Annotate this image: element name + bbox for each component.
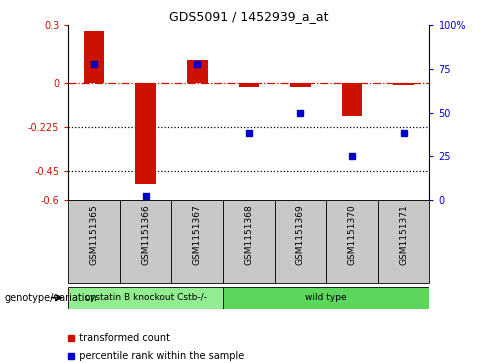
Text: genotype/variation: genotype/variation bbox=[5, 293, 98, 303]
Bar bbox=[120, 200, 171, 283]
Text: GSM1151370: GSM1151370 bbox=[347, 204, 357, 265]
Text: wild type: wild type bbox=[305, 293, 347, 302]
Bar bbox=[171, 200, 223, 283]
Bar bbox=[68, 200, 120, 283]
Bar bbox=[84, 31, 104, 83]
Bar bbox=[290, 83, 311, 87]
Text: transformed count: transformed count bbox=[73, 333, 170, 343]
Bar bbox=[223, 287, 429, 309]
Text: GSM1151368: GSM1151368 bbox=[244, 204, 253, 265]
Bar bbox=[135, 83, 156, 184]
Text: cystatin B knockout Cstb-/-: cystatin B knockout Cstb-/- bbox=[85, 293, 206, 302]
Bar bbox=[275, 200, 326, 283]
Text: GSM1151369: GSM1151369 bbox=[296, 204, 305, 265]
Bar bbox=[378, 200, 429, 283]
Bar bbox=[393, 83, 414, 85]
Text: percentile rank within the sample: percentile rank within the sample bbox=[73, 351, 244, 361]
Bar bbox=[326, 200, 378, 283]
Bar bbox=[223, 200, 275, 283]
Bar bbox=[187, 60, 207, 83]
Bar bbox=[68, 287, 223, 309]
Bar bbox=[239, 83, 259, 87]
Text: GSM1151365: GSM1151365 bbox=[90, 204, 99, 265]
Text: GSM1151371: GSM1151371 bbox=[399, 204, 408, 265]
Bar bbox=[342, 83, 363, 117]
Text: GSM1151367: GSM1151367 bbox=[193, 204, 202, 265]
Text: GSM1151366: GSM1151366 bbox=[141, 204, 150, 265]
Title: GDS5091 / 1452939_a_at: GDS5091 / 1452939_a_at bbox=[169, 10, 328, 23]
